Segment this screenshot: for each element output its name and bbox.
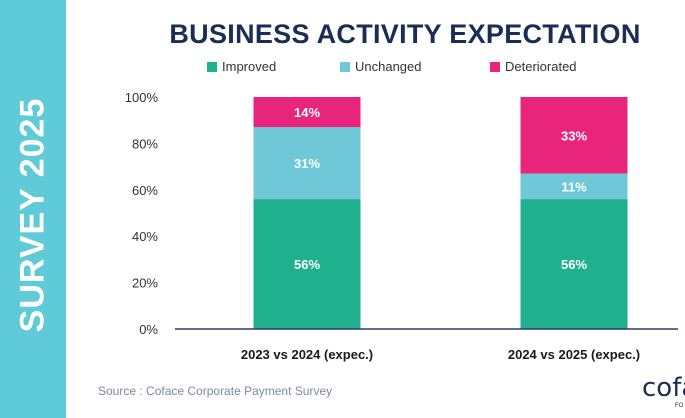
bar-segment-deteriorated (253, 97, 361, 128)
legend-item-deteriorated: Deteriorated (490, 59, 577, 74)
legend-label-unchanged: Unchanged (355, 59, 422, 74)
category-label: 2023 vs 2024 (expec.) (241, 347, 373, 362)
legend-swatch-improved (207, 61, 217, 72)
side-band: SURVEY 2025 (0, 0, 66, 418)
legend-swatch-deteriorated (490, 61, 500, 72)
data-label-deteriorated: 14% (294, 105, 320, 120)
bar-segment-deteriorated (520, 97, 628, 174)
y-tick-label: 0% (139, 322, 158, 337)
category-label: 2024 vs 2025 (expec.) (508, 347, 640, 362)
chart-title: BUSINESS ACTIVITY EXPECTATION (169, 19, 641, 49)
data-label-improved: 56% (561, 257, 587, 272)
legend-swatch-unchanged (340, 61, 350, 72)
y-tick-label: 40% (132, 229, 158, 244)
coface-logo: cofa FO (642, 373, 685, 413)
legend-label-improved: Improved (222, 59, 277, 74)
data-label-improved: 56% (294, 257, 320, 272)
legend-item-unchanged: Unchanged (340, 59, 422, 74)
logo-subtext: FO (675, 403, 684, 409)
legend-item-improved: Improved (207, 59, 276, 74)
chart-legend: Improved Unchanged Deteriorated (0, 59, 685, 77)
bar-segment-unchanged (253, 127, 361, 200)
y-tick-label: 60% (132, 183, 158, 198)
data-label-unchanged: 31% (294, 156, 320, 171)
logo-wordmark: cofa (642, 373, 685, 403)
bar-segment-improved (253, 199, 361, 329)
y-tick-label: 20% (132, 276, 158, 291)
bar-segment-unchanged (520, 173, 628, 200)
legend-label-deteriorated: Deteriorated (505, 59, 577, 74)
y-tick-label: 80% (132, 136, 158, 151)
bar-segment-improved (520, 199, 628, 329)
data-label-deteriorated: 33% (561, 128, 587, 143)
data-label-unchanged: 11% (561, 179, 587, 194)
y-tick-label: 100% (125, 90, 159, 105)
source-note: Source : Coface Corporate Payment Survey (98, 384, 333, 398)
